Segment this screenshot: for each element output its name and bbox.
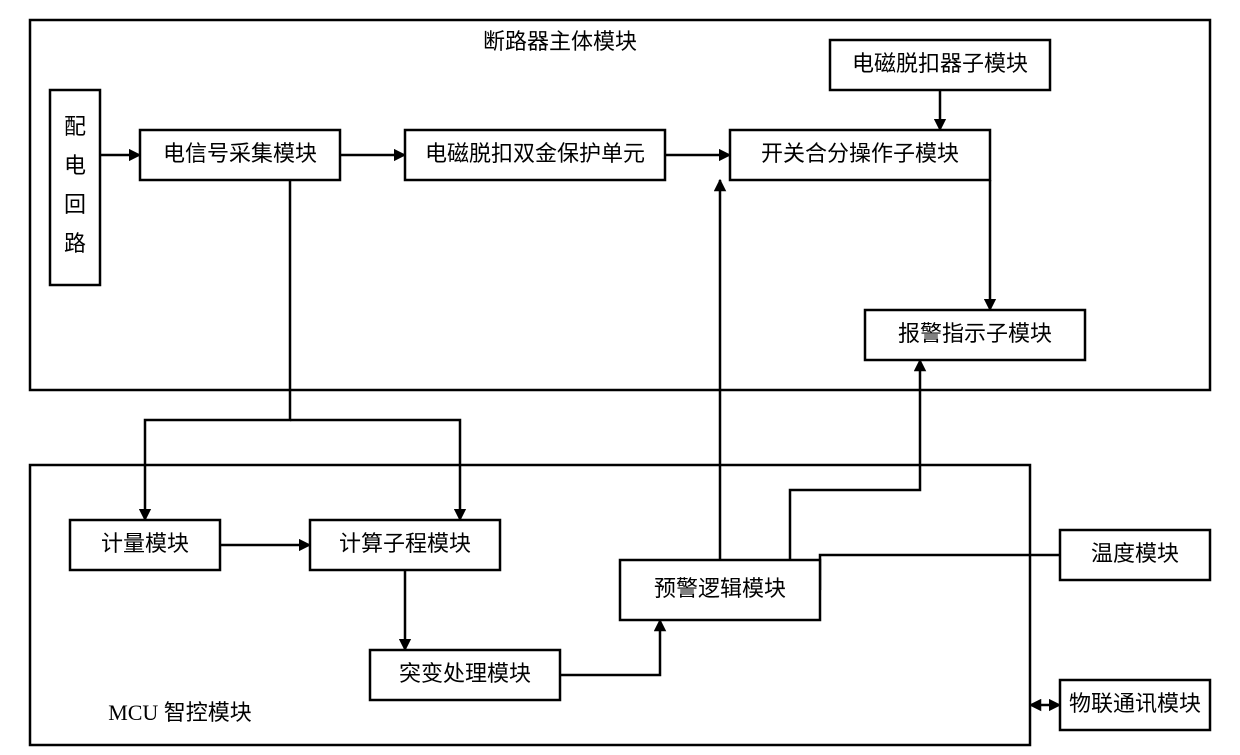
meter_module-label: 计量模块 [101, 531, 189, 556]
flowchart-diagram: 断路器主体模块 MCU 智控模块 配电回路 电信号采集模块 电磁脱扣双金保护单元 开关合分… [0, 0, 1240, 755]
alarm_indicator-label: 报警指示子模块 [898, 321, 1052, 346]
signal_acq-label: 电信号采集模块 [163, 141, 317, 166]
mutation_proc-label: 突变处理模块 [399, 661, 531, 686]
electromag_trip-label: 电磁脱扣器子模块 [852, 51, 1028, 76]
calc_sub-label: 计算子程模块 [339, 531, 471, 556]
bottom_container-label: MCU 智控模块 [108, 700, 252, 725]
trip_protect-label: 电磁脱扣双金保护单元 [425, 141, 645, 166]
distribution_circuit-label: 配 [64, 114, 86, 139]
iot_comm-label: 物联通讯模块 [1069, 691, 1201, 716]
top_container-label: 断路器主体模块 [483, 29, 637, 54]
distribution_circuit-label: 回 [64, 192, 86, 217]
temp_module-label: 温度模块 [1091, 541, 1179, 566]
warning_logic-label: 预警逻辑模块 [654, 576, 786, 601]
distribution_circuit-label: 电 [64, 153, 86, 178]
switch_op-label: 开关合分操作子模块 [761, 141, 959, 166]
distribution_circuit-label: 路 [64, 231, 86, 256]
